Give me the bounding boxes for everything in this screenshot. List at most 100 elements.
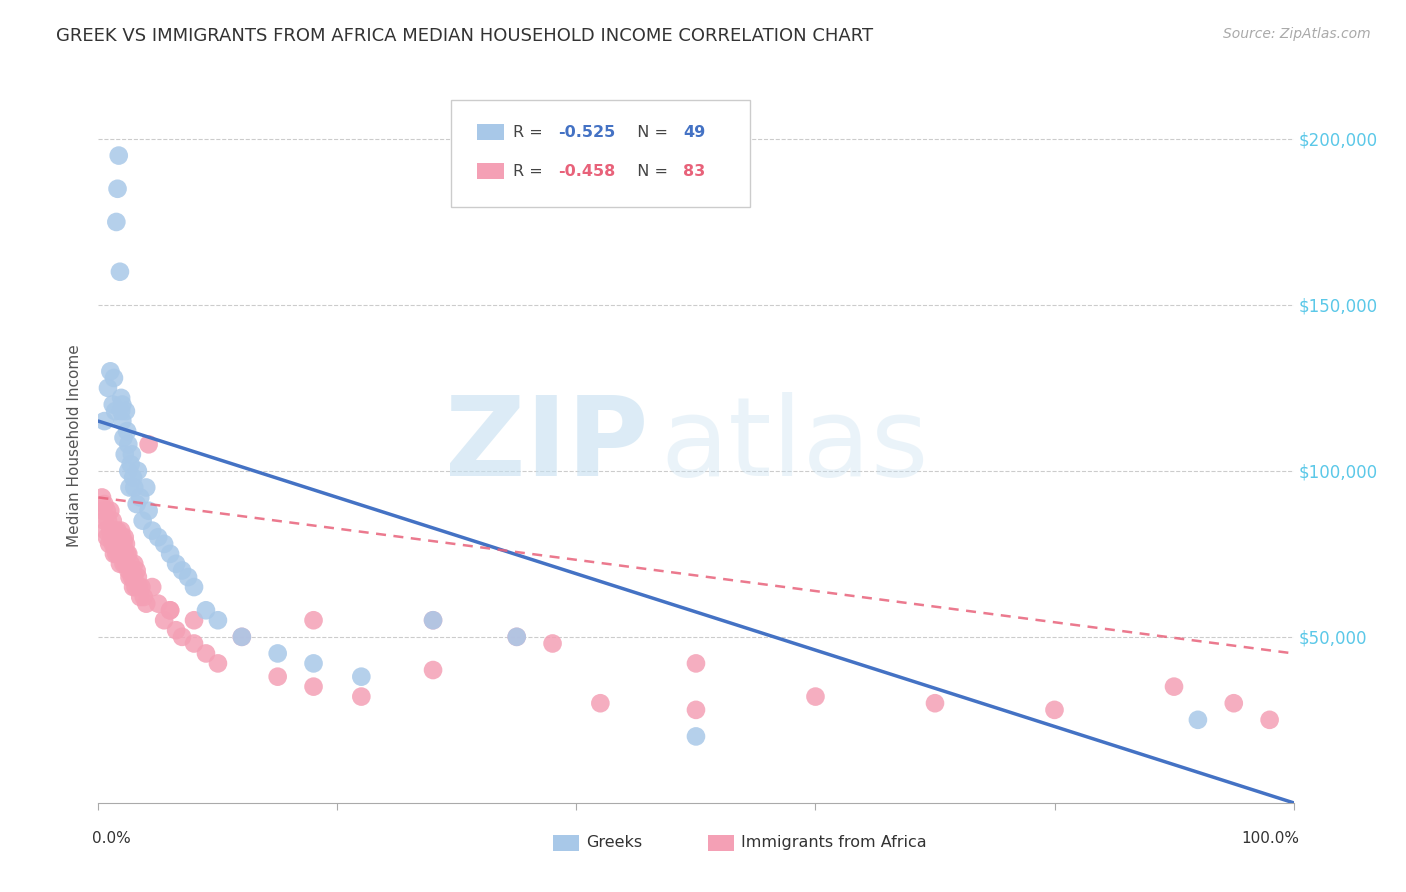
Point [98, 504, 122, 518]
Point [114, 547, 136, 561]
Point [1187, 713, 1209, 727]
Point [231, 630, 253, 644]
Point [108, 557, 131, 571]
Text: 100.0%: 100.0% [1241, 831, 1299, 847]
Point [94, 524, 117, 538]
Point [118, 481, 141, 495]
Point [267, 647, 290, 661]
Point [207, 657, 229, 671]
Point [132, 590, 155, 604]
Point [138, 504, 160, 518]
Point [422, 613, 444, 627]
Text: N =: N = [627, 125, 673, 139]
Point [108, 265, 131, 279]
Point [127, 570, 149, 584]
Point [93, 414, 115, 428]
Point [122, 470, 145, 484]
Point [114, 447, 136, 461]
Point [105, 547, 128, 561]
Point [107, 524, 129, 538]
Point [231, 630, 253, 644]
Point [924, 696, 946, 710]
Point [124, 557, 146, 571]
Point [107, 537, 129, 551]
Point [121, 447, 143, 461]
Point [115, 537, 138, 551]
Point [141, 524, 163, 538]
Point [120, 557, 142, 571]
Point [506, 630, 529, 644]
Point [350, 690, 373, 704]
Point [105, 530, 128, 544]
Point [148, 530, 170, 544]
Point [302, 657, 325, 671]
Point [120, 457, 142, 471]
Point [159, 603, 181, 617]
Point [117, 437, 139, 451]
Point [804, 690, 827, 704]
Text: -0.458: -0.458 [558, 164, 616, 178]
Text: -0.525: -0.525 [558, 125, 616, 139]
Point [124, 570, 146, 584]
Point [685, 703, 707, 717]
FancyBboxPatch shape [451, 100, 749, 207]
Point [96, 530, 118, 544]
Point [103, 371, 125, 385]
Point [112, 431, 135, 445]
Point [153, 613, 176, 627]
Point [141, 580, 163, 594]
Point [91, 491, 114, 505]
Point [159, 603, 181, 617]
Point [105, 215, 128, 229]
Point [107, 182, 129, 196]
Point [195, 603, 218, 617]
Point [97, 381, 120, 395]
Point [1163, 680, 1185, 694]
Y-axis label: Median Household Income: Median Household Income [67, 344, 83, 548]
Point [135, 597, 157, 611]
Text: 0.0%: 0.0% [93, 831, 131, 847]
Point [101, 397, 124, 411]
Point [93, 497, 115, 511]
Point [110, 524, 132, 538]
Point [302, 680, 325, 694]
Point [107, 530, 129, 544]
Point [114, 530, 136, 544]
Point [101, 537, 124, 551]
Text: GREEK VS IMMIGRANTS FROM AFRICA MEDIAN HOUSEHOLD INCOME CORRELATION CHART: GREEK VS IMMIGRANTS FROM AFRICA MEDIAN H… [56, 27, 873, 45]
Point [97, 514, 120, 528]
Point [165, 557, 187, 571]
Point [125, 564, 148, 578]
Point [104, 404, 127, 418]
Point [91, 504, 114, 518]
Bar [709, 835, 734, 851]
Bar [553, 835, 579, 851]
Point [131, 580, 153, 594]
Point [98, 364, 122, 378]
Point [124, 481, 146, 495]
Point [1258, 713, 1281, 727]
Point [108, 537, 131, 551]
Point [117, 564, 139, 578]
Point [101, 514, 124, 528]
Point [124, 580, 146, 594]
Point [112, 537, 135, 551]
Point [177, 570, 200, 584]
Point [107, 148, 129, 162]
Point [98, 524, 122, 538]
Point [195, 647, 218, 661]
Point [128, 580, 150, 594]
Point [422, 663, 444, 677]
Point [127, 464, 149, 478]
Point [129, 491, 152, 505]
Point [110, 547, 132, 561]
Point [153, 537, 176, 551]
Point [107, 547, 129, 561]
Text: Greeks: Greeks [586, 835, 643, 849]
Point [104, 537, 127, 551]
Point [685, 730, 707, 744]
Point [506, 630, 529, 644]
Point [117, 547, 139, 561]
Point [165, 624, 187, 638]
Point [111, 397, 134, 411]
